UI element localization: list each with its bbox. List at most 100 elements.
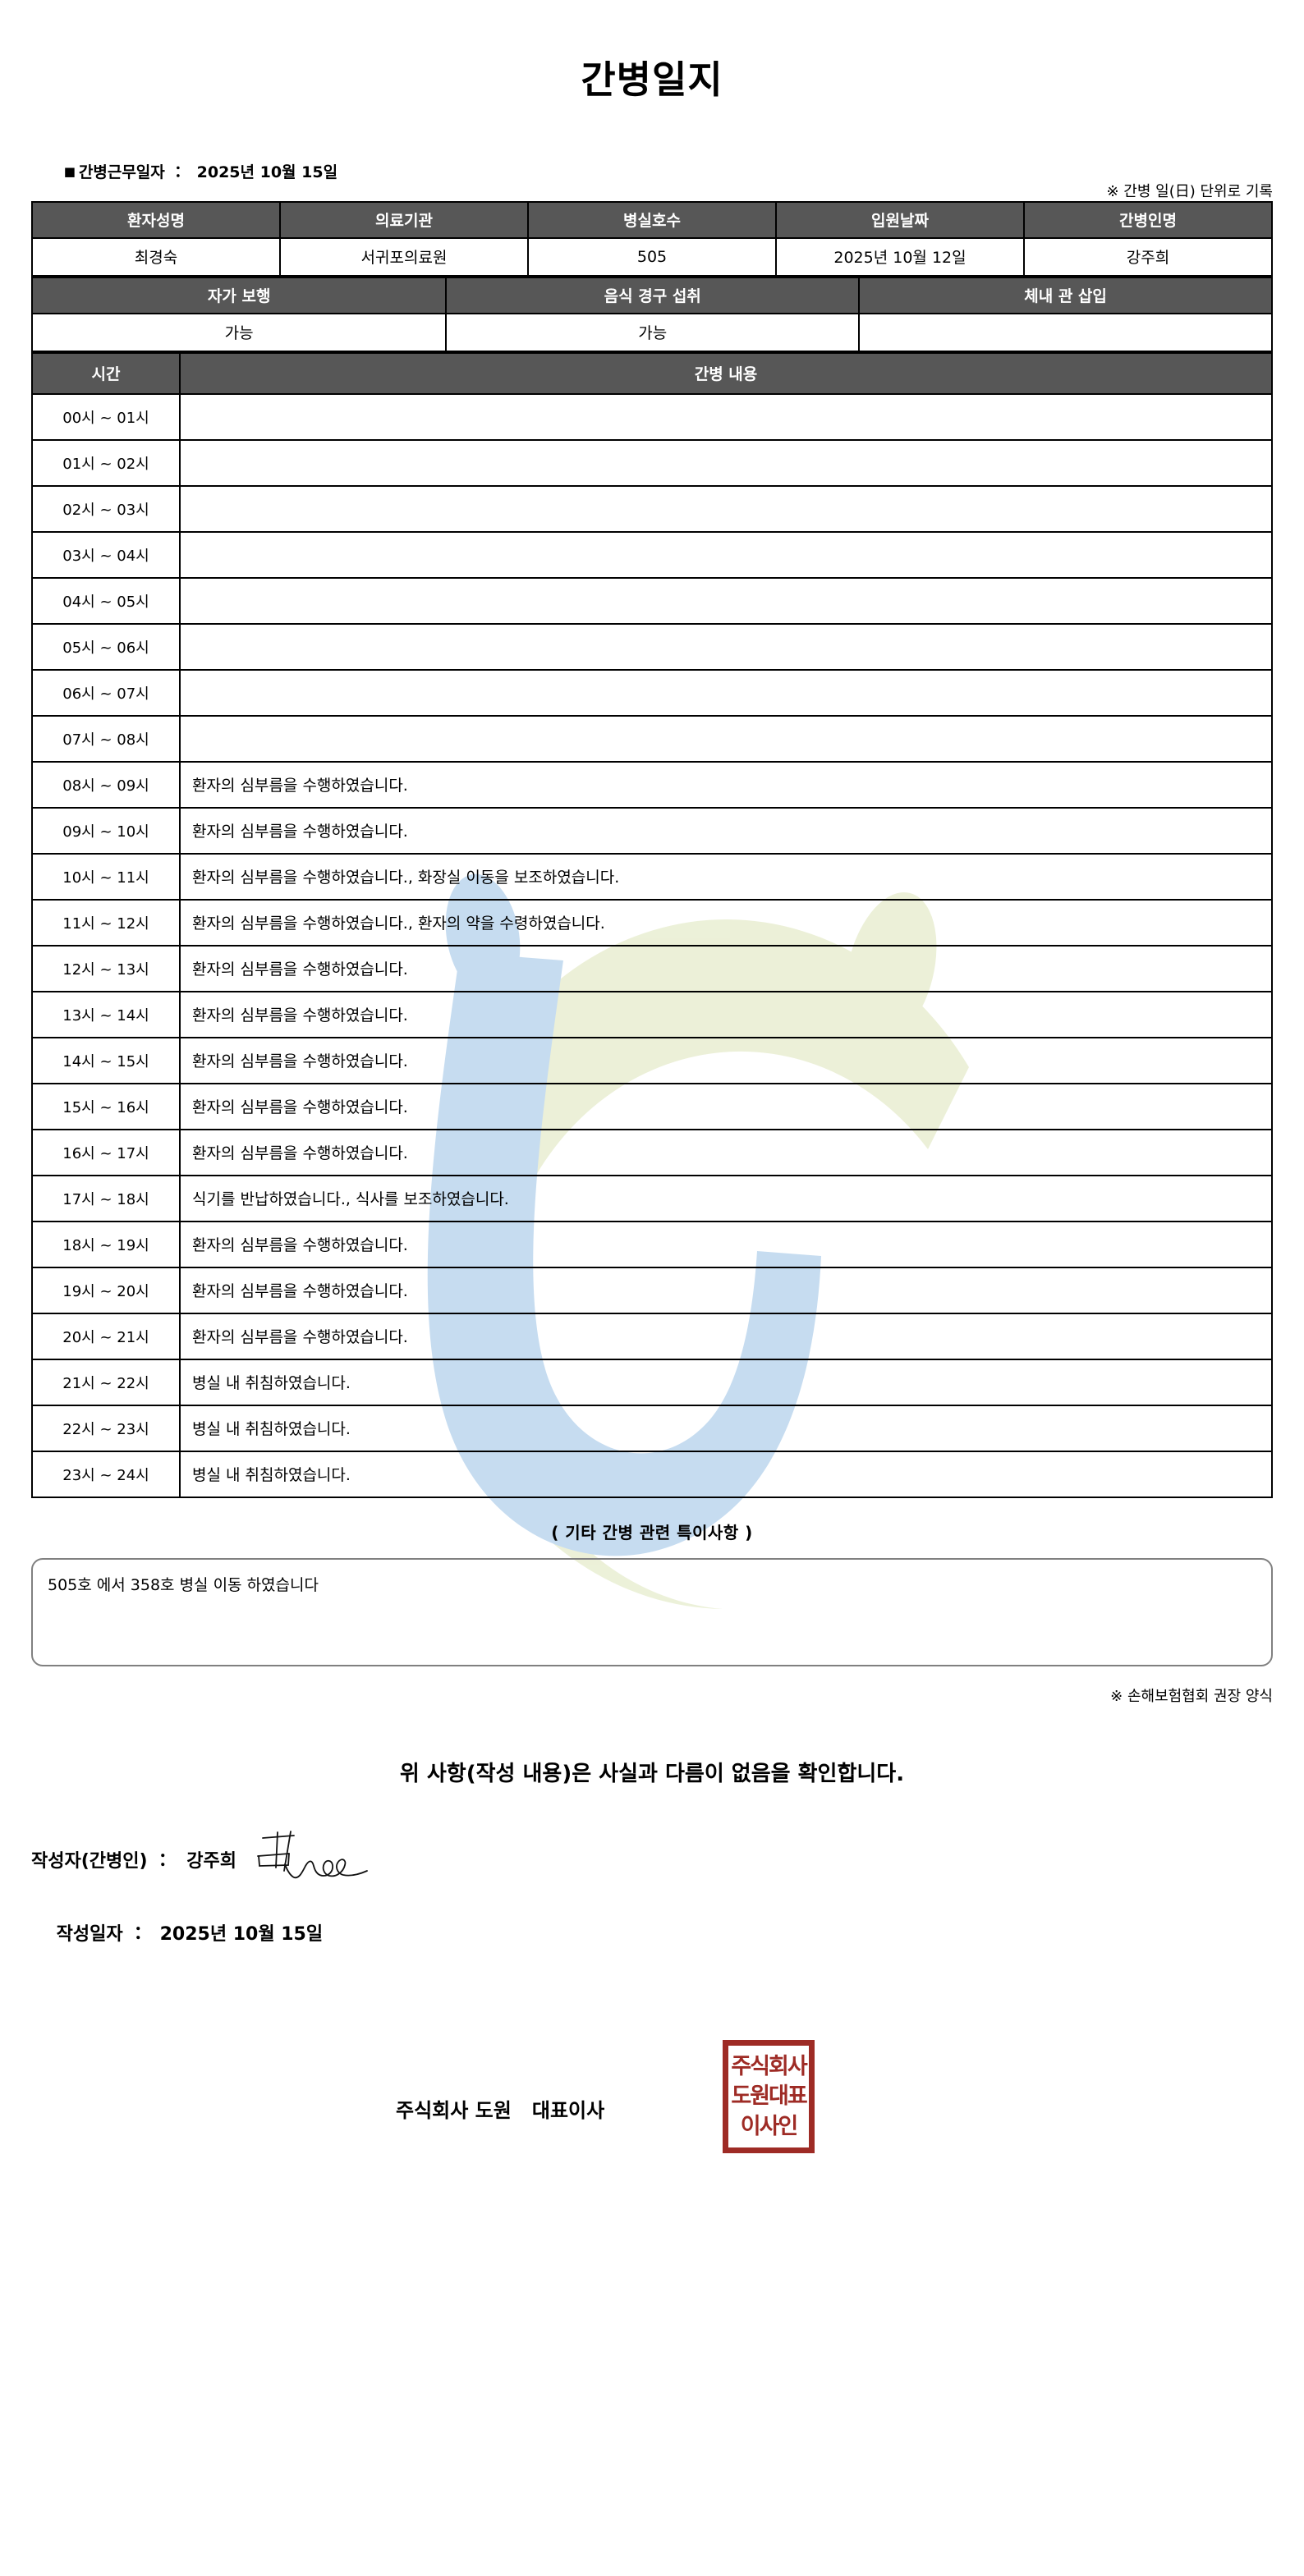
- table-row: 02시 ~ 03시: [31, 484, 1273, 533]
- header-hospital: 의료기관: [279, 200, 529, 239]
- value-tube-insertion[interactable]: [858, 312, 1273, 352]
- table-row: 17시 ~ 18시 식기를 반납하였습니다., 식사를 보조하였습니다.: [31, 1174, 1273, 1222]
- table-row: 09시 ~ 10시 환자의 심부름을 수행하였습니다.: [31, 806, 1273, 855]
- header-oral-intake: 음식 경구 섭취: [445, 276, 861, 314]
- work-date-value: 2025년 10월 15일: [196, 163, 338, 182]
- table-row: 20시 ~ 21시 환자의 심부름을 수행하였습니다.: [31, 1312, 1273, 1360]
- log-time-cell: 10시 ~ 11시: [31, 852, 181, 901]
- log-content-cell[interactable]: 병실 내 취침하였습니다.: [179, 1358, 1273, 1406]
- header-admission-date: 입원날짜: [775, 200, 1025, 239]
- author-name: 강주희: [186, 1850, 236, 1872]
- log-time-cell: 11시 ~ 12시: [31, 898, 181, 947]
- table-row: 최경숙 서귀포의료원 505 2025년 10월 12일 강주희: [31, 236, 1273, 277]
- header-care-content: 간병 내용: [179, 351, 1273, 395]
- table-row: 19시 ~ 20시 환자의 심부름을 수행하였습니다.: [31, 1266, 1273, 1314]
- log-time-cell: 03시 ~ 04시: [31, 530, 181, 579]
- remarks-textarea[interactable]: 505호 에서 358호 병실 이동 하였습니다: [31, 1557, 1273, 1666]
- table-header-row: 자가 보행 음식 경구 섭취 체내 관 삽입: [30, 276, 1273, 314]
- log-content-cell[interactable]: 환자의 심부름을 수행하였습니다.: [179, 1036, 1273, 1084]
- written-date-row: 작성일자 ： 2025년 10월 15일: [31, 1899, 1304, 1966]
- log-content-cell[interactable]: 환자의 심부름을 수행하였습니다.: [179, 944, 1273, 992]
- table-row: 06시 ~ 07시: [31, 668, 1273, 717]
- log-content-cell[interactable]: [179, 438, 1273, 487]
- confirmation-statement: 위 사항(작성 내용)은 사실과 다름이 없음을 확인합니다.: [399, 1761, 905, 1786]
- header-room-number: 병실호수: [527, 200, 777, 239]
- log-content-cell[interactable]: [179, 576, 1273, 625]
- log-time-cell: 04시 ~ 05시: [31, 576, 181, 625]
- meta-row: ■ 간병근무일자 ： 2025년 10월 15일 ※ 간병 일(日) 단위로 기록: [31, 101, 1273, 201]
- header-patient-name: 환자성명: [31, 200, 281, 239]
- value-admission-date[interactable]: 2025년 10월 12일: [775, 236, 1025, 277]
- log-content-cell[interactable]: 식기를 반납하였습니다., 식사를 보조하였습니다.: [179, 1174, 1273, 1222]
- value-oral-intake[interactable]: 가능: [445, 312, 861, 352]
- log-content-cell[interactable]: 환자의 심부름을 수행하였습니다.: [179, 1220, 1273, 1268]
- log-content-cell[interactable]: [179, 530, 1273, 579]
- log-time-cell: 07시 ~ 08시: [31, 714, 181, 763]
- log-time-cell: 01시 ~ 02시: [31, 438, 181, 487]
- log-content-cell[interactable]: 병실 내 취침하였습니다.: [179, 1404, 1273, 1452]
- log-time-cell: 05시 ~ 06시: [31, 622, 181, 671]
- table-row: 가능 가능: [30, 312, 1273, 352]
- company-seal-stamp: 주식회사 도원대표 이사인: [723, 2039, 815, 2153]
- header-caregiver-name: 간병인명: [1023, 200, 1273, 239]
- form-source-note: ※ 손해보험협회 권장 양식: [1110, 1687, 1273, 1705]
- page-title: 간병일지: [581, 57, 723, 102]
- log-time-cell: 18시 ~ 19시: [31, 1220, 181, 1268]
- unit-note: ※ 간병 일(日) 단위로 기록: [1106, 183, 1274, 201]
- log-content-cell[interactable]: [179, 622, 1273, 671]
- value-caregiver-name[interactable]: 강주희: [1023, 236, 1273, 277]
- bullet-square-icon: ■: [63, 164, 76, 180]
- log-time-cell: 06시 ~ 07시: [31, 668, 181, 717]
- log-time-cell: 14시 ~ 15시: [31, 1036, 181, 1084]
- log-time-cell: 12시 ~ 13시: [31, 944, 181, 992]
- value-self-walk[interactable]: 가능: [30, 312, 448, 352]
- value-room-number[interactable]: 505: [527, 236, 777, 277]
- log-time-cell: 08시 ~ 09시: [31, 760, 181, 809]
- log-content-cell[interactable]: [179, 714, 1273, 763]
- value-patient-name[interactable]: 최경숙: [31, 236, 281, 277]
- table-row: 03시 ~ 04시: [31, 530, 1273, 579]
- log-time-cell: 21시 ~ 22시: [31, 1358, 181, 1406]
- log-time-cell: 20시 ~ 21시: [31, 1312, 181, 1360]
- log-content-cell[interactable]: 환자의 심부름을 수행하였습니다.: [179, 760, 1273, 809]
- log-time-cell: 09시 ~ 10시: [31, 806, 181, 855]
- log-time-cell: 15시 ~ 16시: [31, 1082, 181, 1130]
- log-content-cell[interactable]: 환자의 심부름을 수행하였습니다.: [179, 1082, 1273, 1130]
- log-content-cell[interactable]: 환자의 심부름을 수행하였습니다., 환자의 약을 수령하였습니다.: [179, 898, 1273, 947]
- table-header-row: 시간 간병 내용: [31, 351, 1273, 395]
- seal-line-3: 이사인: [740, 2113, 799, 2139]
- condition-table: 자가 보행 음식 경구 섭취 체내 관 삽입 가능 가능: [30, 276, 1273, 352]
- log-content-cell[interactable]: [179, 392, 1273, 441]
- table-row: 10시 ~ 11시 환자의 심부름을 수행하였습니다., 화장실 이동을 보조하였…: [31, 852, 1273, 901]
- log-content-cell[interactable]: 환자의 심부름을 수행하였습니다.: [179, 806, 1273, 855]
- log-content-cell[interactable]: 환자의 심부름을 수행하였습니다.: [179, 1128, 1273, 1176]
- work-date-block: ■ 간병근무일자 ： 2025년 10월 15일: [31, 145, 337, 201]
- table-row: 18시 ~ 19시 환자의 심부름을 수행하였습니다.: [31, 1220, 1273, 1268]
- table-header-row: 환자성명 의료기관 병실호수 입원날짜 간병인명: [31, 200, 1273, 239]
- log-content-cell[interactable]: [179, 484, 1273, 533]
- table-row: 05시 ~ 06시: [31, 622, 1273, 671]
- value-hospital[interactable]: 서귀포의료원: [279, 236, 529, 277]
- log-content-cell[interactable]: 병실 내 취침하였습니다.: [179, 1450, 1273, 1498]
- table-row: 08시 ~ 09시 환자의 심부름을 수행하였습니다.: [31, 760, 1273, 809]
- log-content-cell[interactable]: 환자의 심부름을 수행하였습니다.: [179, 1312, 1273, 1360]
- log-content-cell[interactable]: 환자의 심부름을 수행하였습니다.: [179, 990, 1273, 1038]
- hourly-log-table: 시간 간병 내용 00시 ~ 01시 01시 ~ 02시 02시 ~ 03시 03시 …: [31, 351, 1273, 1498]
- log-time-cell: 00시 ~ 01시: [31, 392, 181, 441]
- log-content-cell[interactable]: [179, 668, 1273, 717]
- header-tube-insertion: 체내 관 삽입: [858, 276, 1273, 314]
- remarks-title: ( 기타 간병 관련 특이사항 ): [551, 1522, 753, 1542]
- author-label: 작성자(간병인) ：: [31, 1850, 172, 1872]
- table-row: 00시 ~ 01시: [31, 392, 1273, 441]
- log-time-cell: 22시 ~ 23시: [31, 1404, 181, 1452]
- handwritten-signature-icon: [257, 1831, 368, 1879]
- log-time-cell: 02시 ~ 03시: [31, 484, 181, 533]
- table-row: 23시 ~ 24시 병실 내 취침하였습니다.: [31, 1450, 1273, 1498]
- log-time-cell: 23시 ~ 24시: [31, 1450, 181, 1498]
- company-representative-line: 주식회사 도원 대표이사: [396, 2098, 605, 2122]
- log-content-cell[interactable]: 환자의 심부름을 수행하였습니다., 화장실 이동을 보조하였습니다.: [179, 852, 1273, 901]
- log-time-cell: 16시 ~ 17시: [31, 1128, 181, 1176]
- log-content-cell[interactable]: 환자의 심부름을 수행하였습니다.: [179, 1266, 1273, 1314]
- patient-info-table: 환자성명 의료기관 병실호수 입원날짜 간병인명 최경숙 서귀포의료원 505 …: [31, 200, 1273, 277]
- hourly-log-body: 00시 ~ 01시 01시 ~ 02시 02시 ~ 03시 03시 ~ 04시 04시 …: [31, 392, 1273, 1498]
